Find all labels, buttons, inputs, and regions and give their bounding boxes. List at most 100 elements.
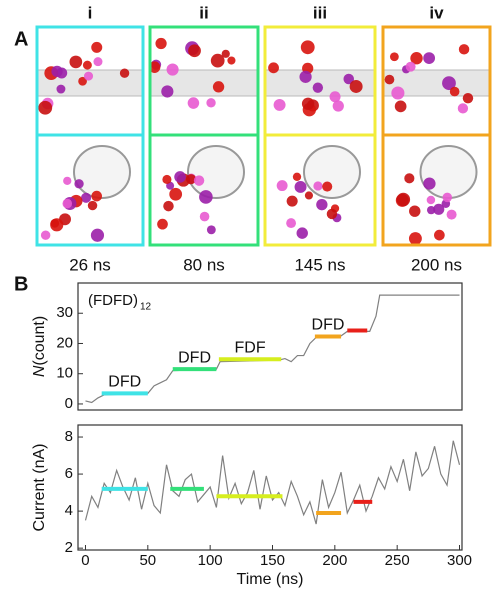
- molecule: [433, 203, 445, 215]
- x-tick-label: 150: [260, 552, 285, 569]
- molecule: [63, 176, 72, 186]
- molecule: [322, 181, 333, 192]
- molecule: [349, 79, 363, 93]
- molecule: [286, 218, 297, 229]
- annotation-subscript: 12: [140, 302, 152, 313]
- x-tick-label: 100: [198, 552, 223, 569]
- molecule: [40, 230, 51, 240]
- molecule: [56, 84, 66, 94]
- molecule: [227, 56, 236, 65]
- plot-frame: [77, 424, 463, 551]
- molecule: [93, 57, 103, 67]
- y-tick-label: 4: [65, 502, 73, 519]
- molecule: [332, 100, 344, 112]
- molecule: [446, 209, 457, 220]
- molecule: [408, 232, 422, 245]
- molecule: [426, 205, 436, 215]
- snapshot-frame: [148, 133, 260, 247]
- x-tick-label: 300: [447, 552, 472, 569]
- pore-view: [187, 145, 245, 199]
- molecule: [329, 91, 341, 103]
- molecule: [423, 52, 436, 64]
- y-tick-label: 0: [65, 395, 73, 412]
- molecule: [187, 97, 200, 109]
- molecule: [426, 195, 436, 205]
- molecule: [210, 53, 225, 68]
- molecule: [394, 100, 407, 113]
- y-tick-label: 2: [65, 539, 73, 556]
- molecule: [442, 192, 453, 203]
- time-label: 145 ns: [294, 255, 345, 274]
- molecule: [404, 173, 415, 184]
- molecule: [51, 65, 63, 77]
- molecule: [457, 103, 469, 114]
- panel-label: B: [14, 273, 28, 295]
- molecule: [405, 61, 416, 72]
- molecule: [391, 86, 405, 100]
- molecule: [206, 98, 216, 108]
- molecule: [206, 225, 216, 235]
- molecule: [389, 52, 399, 62]
- molecule: [313, 181, 323, 191]
- pore-view: [419, 145, 478, 199]
- panel-label: A: [14, 28, 28, 50]
- y-axis-label-part: (count): [31, 316, 48, 366]
- molecule: [286, 195, 298, 207]
- column-numeral: ii: [199, 3, 208, 22]
- molecule: [163, 200, 174, 212]
- molecule: [326, 208, 338, 220]
- molecule: [221, 49, 230, 58]
- molecule: [304, 191, 313, 200]
- molecule: [161, 85, 174, 98]
- x-tick-label: 0: [81, 552, 89, 569]
- molecule: [410, 52, 423, 65]
- column-numeral: iii: [313, 3, 327, 22]
- x-tick-label: 50: [139, 552, 156, 569]
- molecule: [74, 179, 84, 189]
- molecule: [169, 187, 183, 201]
- time-label: 26 ns: [69, 255, 111, 274]
- y-axis-label-part: Current (nA): [31, 443, 48, 531]
- molecule: [193, 175, 205, 186]
- molecule: [296, 227, 308, 239]
- molecule: [312, 82, 324, 93]
- charts: 0 10 20 30 N(count) (FDFD) 12 DFD DFD FDF DFD 2 4 6 8 0…: [31, 282, 472, 588]
- molecule: [82, 60, 92, 70]
- molecule: [148, 61, 161, 73]
- molecule: [157, 218, 168, 230]
- molecule: [268, 62, 279, 74]
- molecule: [449, 86, 460, 97]
- molecule: [174, 171, 186, 183]
- molecule: [384, 74, 395, 85]
- molecule: [166, 63, 179, 76]
- segment-label: DFD: [178, 349, 211, 366]
- plot-frame: [77, 282, 463, 411]
- molecule: [199, 190, 213, 204]
- molecule: [91, 190, 103, 202]
- molecule: [276, 180, 288, 192]
- molecule: [69, 55, 83, 69]
- y-axis-label: N(count): [31, 316, 48, 377]
- y-tick-label: 8: [65, 428, 73, 445]
- y-tick-label: 6: [65, 465, 73, 482]
- snapshots: i 26 ns ii 80 ns iii 145 ns iv 200 ns: [35, 3, 492, 274]
- molecule: [396, 192, 411, 207]
- molecule: [78, 76, 87, 86]
- segment-label: DFD: [312, 317, 345, 334]
- molecule: [83, 71, 94, 81]
- y-tick-label: 30: [56, 304, 73, 321]
- y-tick-label: 10: [56, 365, 73, 382]
- molecule: [155, 37, 167, 50]
- molecule: [316, 198, 328, 211]
- time-label: 80 ns: [183, 255, 225, 274]
- x-tick-label: 250: [385, 552, 410, 569]
- molecule: [87, 200, 98, 211]
- molecule: [90, 228, 105, 242]
- annotation: (FDFD): [88, 292, 138, 309]
- molecule: [434, 229, 445, 241]
- data-line: [84, 440, 461, 525]
- molecule: [162, 174, 172, 185]
- segment-label: DFD: [108, 374, 141, 391]
- pore-view: [73, 145, 131, 199]
- snapshot-frame: [35, 133, 145, 247]
